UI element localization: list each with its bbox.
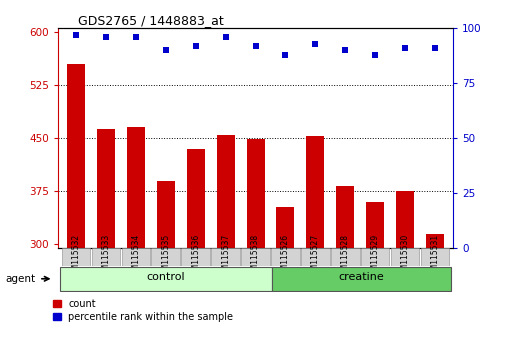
Bar xyxy=(157,181,174,248)
Point xyxy=(430,45,438,51)
Bar xyxy=(97,129,115,248)
Text: GSM115527: GSM115527 xyxy=(310,234,319,280)
Bar xyxy=(271,248,299,266)
Bar xyxy=(306,136,324,248)
Bar xyxy=(336,186,354,248)
Bar xyxy=(186,149,205,248)
Text: GSM115529: GSM115529 xyxy=(370,234,379,280)
Bar xyxy=(390,248,419,266)
Bar xyxy=(272,267,450,291)
Bar xyxy=(300,248,329,266)
Point xyxy=(191,43,199,49)
Bar xyxy=(121,248,150,266)
Bar xyxy=(67,64,85,248)
Bar xyxy=(62,248,90,266)
Text: GSM115526: GSM115526 xyxy=(280,234,289,280)
Bar xyxy=(60,267,272,291)
Text: GSM115538: GSM115538 xyxy=(250,234,260,280)
Legend: count, percentile rank within the sample: count, percentile rank within the sample xyxy=(53,299,233,321)
Bar xyxy=(420,248,448,266)
Text: creatine: creatine xyxy=(338,273,384,282)
Text: GSM115528: GSM115528 xyxy=(340,234,349,280)
Text: GSM115533: GSM115533 xyxy=(102,234,110,280)
Point xyxy=(340,47,348,53)
Text: GDS2765 / 1448883_at: GDS2765 / 1448883_at xyxy=(78,14,223,27)
Text: GSM115530: GSM115530 xyxy=(400,234,409,280)
Point xyxy=(251,43,259,49)
Bar xyxy=(181,248,210,266)
Bar xyxy=(246,139,264,248)
Bar xyxy=(127,127,144,248)
Point xyxy=(102,34,110,40)
Point xyxy=(281,52,289,57)
Bar xyxy=(91,248,120,266)
Bar xyxy=(241,248,269,266)
Bar xyxy=(151,248,180,266)
Point xyxy=(370,52,378,57)
Bar xyxy=(360,248,389,266)
Point xyxy=(221,34,229,40)
Bar xyxy=(216,135,234,248)
Bar xyxy=(211,248,239,266)
Text: GSM115535: GSM115535 xyxy=(161,234,170,280)
Point xyxy=(132,34,140,40)
Text: GSM115532: GSM115532 xyxy=(72,234,80,280)
Point xyxy=(400,45,408,51)
Text: GSM115534: GSM115534 xyxy=(131,234,140,280)
Text: control: control xyxy=(146,273,185,282)
Point xyxy=(311,41,319,46)
Bar xyxy=(395,191,413,248)
Text: GSM115531: GSM115531 xyxy=(430,234,438,280)
Bar xyxy=(425,234,443,248)
Text: GSM115536: GSM115536 xyxy=(191,234,200,280)
Text: GSM115537: GSM115537 xyxy=(221,234,230,280)
Bar xyxy=(330,248,359,266)
Bar xyxy=(276,207,294,248)
Bar xyxy=(366,202,383,248)
Point xyxy=(162,47,170,53)
Text: agent: agent xyxy=(5,274,35,284)
Point xyxy=(72,32,80,38)
